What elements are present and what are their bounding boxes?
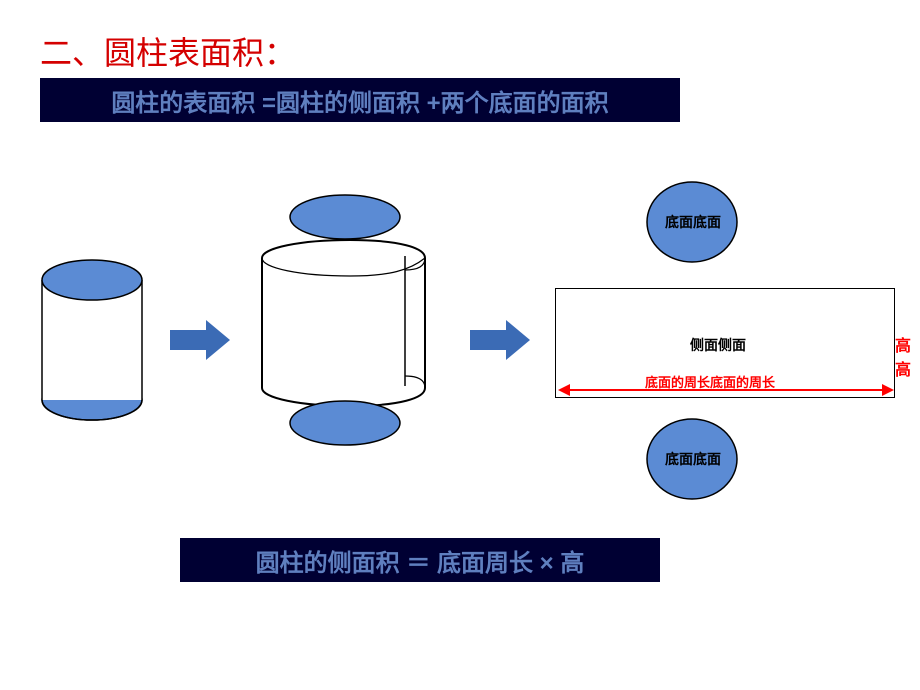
arrow-2-head	[506, 320, 530, 360]
perimeter-label: 底面的周长底面的周长	[645, 372, 775, 391]
unrolled-bottom-ellipse	[285, 398, 405, 448]
diagram-area: 底面底面 侧面侧面 底面的周长底面的周长 高高 底面底面	[0, 180, 920, 500]
surface-area-formula-text: 圆柱的表面积 =圆柱的侧面积 +两个底面的面积	[111, 83, 608, 118]
unrolled-lateral-surface	[250, 238, 450, 408]
height-label: 高高	[895, 332, 920, 380]
lateral-area-formula-text: 圆柱的侧面积 ＝ 底面周长 × 高	[256, 543, 585, 578]
net-top-circle-label: 底面底面	[658, 212, 728, 232]
arrow-2-body	[470, 330, 506, 350]
net-bottom-circle-label: 底面底面	[658, 449, 728, 469]
surface-area-formula-box: 圆柱的表面积 =圆柱的侧面积 +两个底面的面积	[40, 78, 680, 122]
unrolled-top-ellipse	[285, 192, 405, 242]
perimeter-arrow-left-head	[558, 384, 570, 396]
net-side-label: 侧面侧面	[690, 335, 746, 355]
page-title: 二、圆柱表面积：	[40, 28, 296, 74]
closed-cylinder	[36, 250, 148, 430]
perimeter-arrow-right-head	[882, 384, 894, 396]
arrow-1-body	[170, 330, 206, 350]
arrow-1-head	[206, 320, 230, 360]
lateral-area-formula-box: 圆柱的侧面积 ＝ 底面周长 × 高	[180, 538, 660, 582]
